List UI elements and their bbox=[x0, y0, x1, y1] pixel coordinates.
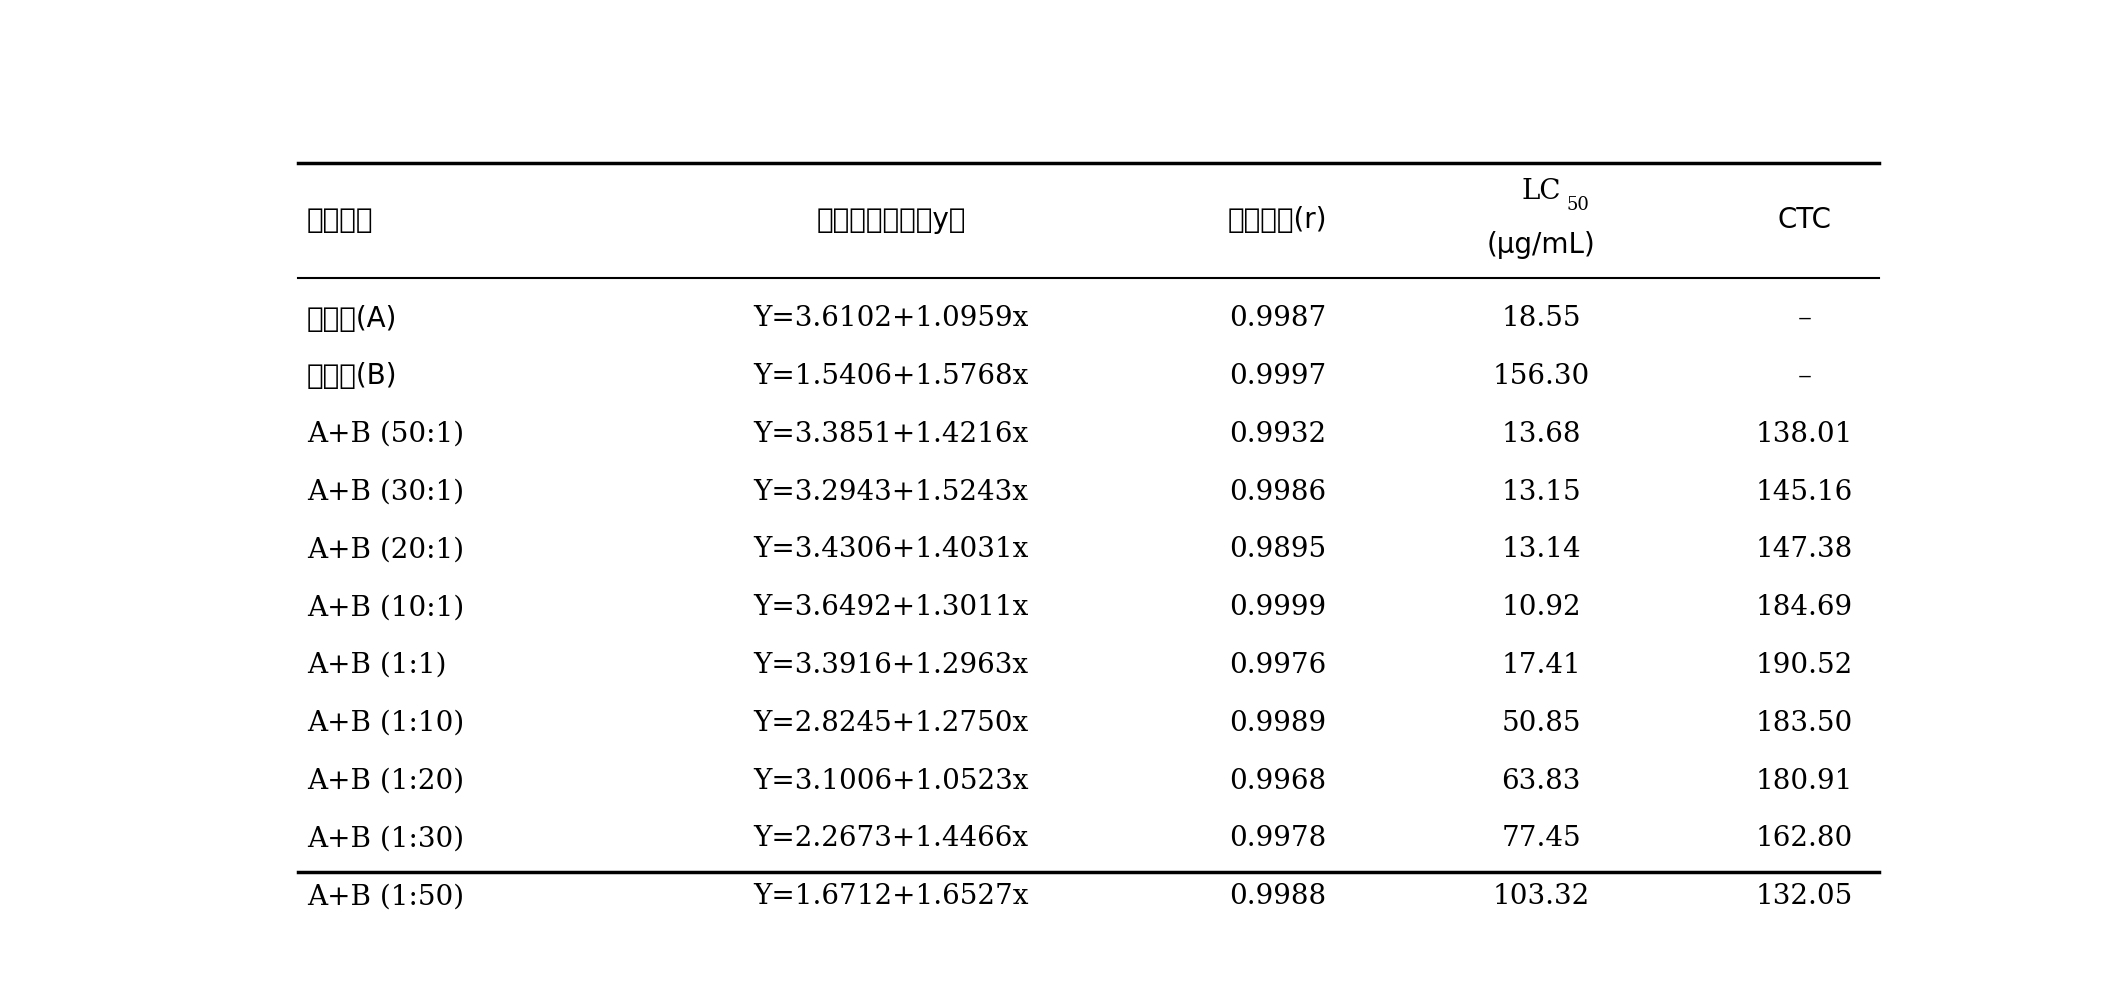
Text: 0.9968: 0.9968 bbox=[1230, 768, 1325, 795]
Text: 10.92: 10.92 bbox=[1502, 595, 1580, 622]
Text: 螺虫酯(B): 螺虫酯(B) bbox=[306, 362, 397, 390]
Text: LC: LC bbox=[1521, 177, 1561, 204]
Text: –: – bbox=[1797, 305, 1812, 332]
Text: Y=2.2673+1.4466x: Y=2.2673+1.4466x bbox=[754, 826, 1028, 853]
Text: 77.45: 77.45 bbox=[1502, 826, 1580, 853]
Text: 180.91: 180.91 bbox=[1757, 768, 1854, 795]
Text: 0.9987: 0.9987 bbox=[1230, 305, 1328, 332]
Text: 103.32: 103.32 bbox=[1493, 883, 1591, 910]
Text: 184.69: 184.69 bbox=[1757, 595, 1852, 622]
Text: 0.9895: 0.9895 bbox=[1230, 537, 1325, 564]
Text: 13.68: 13.68 bbox=[1502, 420, 1580, 447]
Text: A+B (20:1): A+B (20:1) bbox=[306, 537, 463, 564]
Text: Y=3.3851+1.4216x: Y=3.3851+1.4216x bbox=[754, 420, 1028, 447]
Text: 13.15: 13.15 bbox=[1502, 478, 1580, 506]
Text: CTC: CTC bbox=[1778, 206, 1831, 234]
Text: 162.80: 162.80 bbox=[1757, 826, 1854, 853]
Text: 147.38: 147.38 bbox=[1757, 537, 1854, 564]
Text: Y=3.3916+1.2963x: Y=3.3916+1.2963x bbox=[754, 652, 1028, 679]
Text: 145.16: 145.16 bbox=[1757, 478, 1854, 506]
Text: A+B (30:1): A+B (30:1) bbox=[306, 478, 463, 506]
Text: 183.50: 183.50 bbox=[1757, 710, 1854, 737]
Text: 13.14: 13.14 bbox=[1502, 537, 1580, 564]
Text: 18.55: 18.55 bbox=[1502, 305, 1580, 332]
Text: 0.9988: 0.9988 bbox=[1230, 883, 1325, 910]
Text: Y=3.6102+1.0959x: Y=3.6102+1.0959x bbox=[754, 305, 1028, 332]
Text: A+B (1:10): A+B (1:10) bbox=[306, 710, 463, 737]
Text: 0.9999: 0.9999 bbox=[1230, 595, 1325, 622]
Text: 0.9932: 0.9932 bbox=[1230, 420, 1325, 447]
Text: (μg/mL): (μg/mL) bbox=[1487, 231, 1595, 259]
Text: 0.9997: 0.9997 bbox=[1230, 363, 1328, 390]
Text: Y=1.6712+1.6527x: Y=1.6712+1.6527x bbox=[754, 883, 1028, 910]
Text: 相关系数(r): 相关系数(r) bbox=[1228, 206, 1328, 234]
Text: 0.9976: 0.9976 bbox=[1230, 652, 1328, 679]
Text: 17.41: 17.41 bbox=[1502, 652, 1580, 679]
Text: A+B (50:1): A+B (50:1) bbox=[306, 420, 463, 447]
Text: A+B (1:1): A+B (1:1) bbox=[306, 652, 446, 679]
Text: –: – bbox=[1797, 363, 1812, 390]
Text: 供试药剂: 供试药剂 bbox=[306, 206, 374, 234]
Text: Y=3.2943+1.5243x: Y=3.2943+1.5243x bbox=[754, 478, 1028, 506]
Text: 156.30: 156.30 bbox=[1493, 363, 1591, 390]
Text: 132.05: 132.05 bbox=[1757, 883, 1854, 910]
Text: 63.83: 63.83 bbox=[1502, 768, 1580, 795]
Text: 50.85: 50.85 bbox=[1502, 710, 1580, 737]
Text: Y=2.8245+1.2750x: Y=2.8245+1.2750x bbox=[754, 710, 1028, 737]
Text: Y=3.4306+1.4031x: Y=3.4306+1.4031x bbox=[754, 537, 1028, 564]
Text: Y=1.5406+1.5768x: Y=1.5406+1.5768x bbox=[754, 363, 1028, 390]
Text: A+B (1:20): A+B (1:20) bbox=[306, 768, 463, 795]
Text: 苦参碗(A): 苦参碗(A) bbox=[306, 304, 397, 332]
Text: A+B (1:30): A+B (1:30) bbox=[306, 826, 463, 853]
Text: 0.9986: 0.9986 bbox=[1230, 478, 1325, 506]
Text: Y=3.6492+1.3011x: Y=3.6492+1.3011x bbox=[754, 595, 1028, 622]
Text: 0.9989: 0.9989 bbox=[1230, 710, 1325, 737]
Text: 毒力回归方程（y）: 毒力回归方程（y） bbox=[816, 206, 966, 234]
Text: 0.9978: 0.9978 bbox=[1230, 826, 1328, 853]
Text: 50: 50 bbox=[1565, 196, 1589, 214]
Text: 138.01: 138.01 bbox=[1757, 420, 1854, 447]
Text: Y=3.1006+1.0523x: Y=3.1006+1.0523x bbox=[754, 768, 1028, 795]
Text: A+B (1:50): A+B (1:50) bbox=[306, 883, 463, 910]
Text: 190.52: 190.52 bbox=[1757, 652, 1854, 679]
Text: A+B (10:1): A+B (10:1) bbox=[306, 595, 463, 622]
